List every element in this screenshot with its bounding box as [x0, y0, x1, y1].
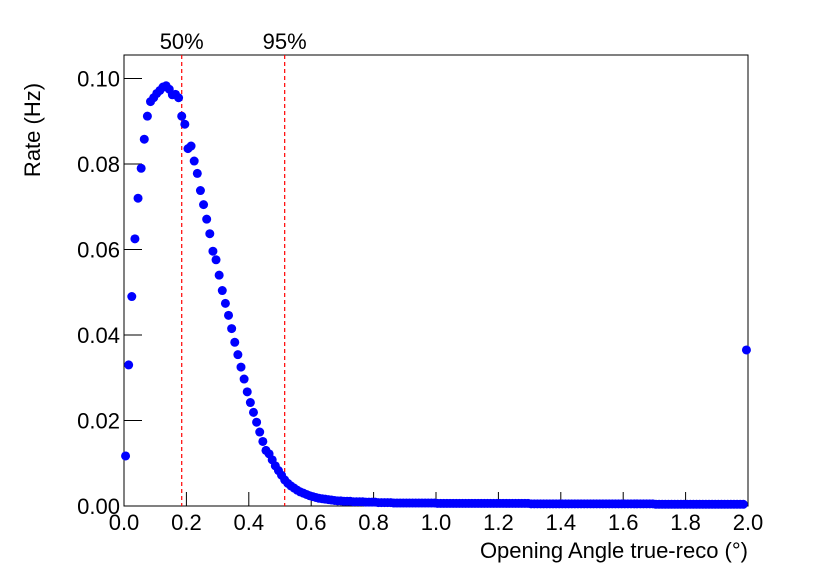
- data-point: [202, 214, 212, 224]
- data-point: [142, 111, 152, 121]
- data-point: [252, 417, 262, 427]
- data-point: [245, 398, 255, 408]
- data-point: [127, 292, 137, 302]
- data-point: [227, 324, 237, 334]
- x-tick-label: 0.8: [358, 510, 389, 535]
- data-point: [121, 451, 131, 461]
- data-point: [211, 255, 221, 265]
- marker-label: 50%: [160, 29, 204, 54]
- data-point: [139, 134, 149, 144]
- data-point: [208, 246, 218, 256]
- data-point: [130, 234, 140, 244]
- y-tick-label: 0.08: [77, 152, 120, 177]
- x-tick-label: 0.2: [171, 510, 202, 535]
- data-point: [214, 270, 224, 280]
- data-point: [242, 387, 252, 397]
- data-point: [136, 163, 146, 173]
- plot-frame: [123, 54, 749, 507]
- data-point: [133, 193, 143, 203]
- data-point: [741, 345, 751, 355]
- x-tick-label: 0.6: [296, 510, 327, 535]
- x-tick-label: 2.0: [733, 510, 764, 535]
- y-tick-label: 0.06: [77, 238, 120, 263]
- x-tick-label: 1.4: [546, 510, 577, 535]
- data-point: [174, 93, 184, 103]
- data-point: [255, 427, 265, 437]
- data-point: [233, 350, 243, 360]
- x-tick-label: 1.8: [670, 510, 701, 535]
- data-point: [180, 119, 190, 129]
- y-tick-label: 0.00: [77, 494, 120, 519]
- x-tick-label: 0.4: [234, 510, 265, 535]
- data-point: [192, 168, 202, 178]
- marker-label: 95%: [263, 29, 307, 54]
- y-tick-label: 0.04: [77, 323, 120, 348]
- data-point: [177, 111, 187, 121]
- data-point: [186, 141, 196, 151]
- x-tick-label: 1.0: [421, 510, 452, 535]
- y-axis-label: Rate (Hz): [20, 83, 45, 177]
- data-point: [217, 286, 227, 296]
- data-point: [199, 200, 209, 210]
- data-point: [230, 337, 240, 347]
- data-point: [239, 374, 249, 384]
- data-point: [124, 360, 134, 370]
- data-point: [248, 407, 258, 417]
- y-tick-label: 0.10: [77, 67, 120, 92]
- data-point: [258, 436, 268, 446]
- data-point: [738, 499, 748, 509]
- x-axis-label: Opening Angle true-reco (°): [480, 538, 748, 563]
- data-point: [189, 156, 199, 166]
- x-tick-label: 0.0: [109, 510, 140, 535]
- y-tick-label: 0.02: [77, 409, 120, 434]
- x-tick-label: 1.6: [608, 510, 639, 535]
- data-point: [205, 229, 215, 239]
- data-point: [236, 362, 246, 372]
- x-tick-label: 1.2: [483, 510, 514, 535]
- data-point: [224, 310, 234, 320]
- data-point: [195, 186, 205, 196]
- data-point: [220, 298, 230, 308]
